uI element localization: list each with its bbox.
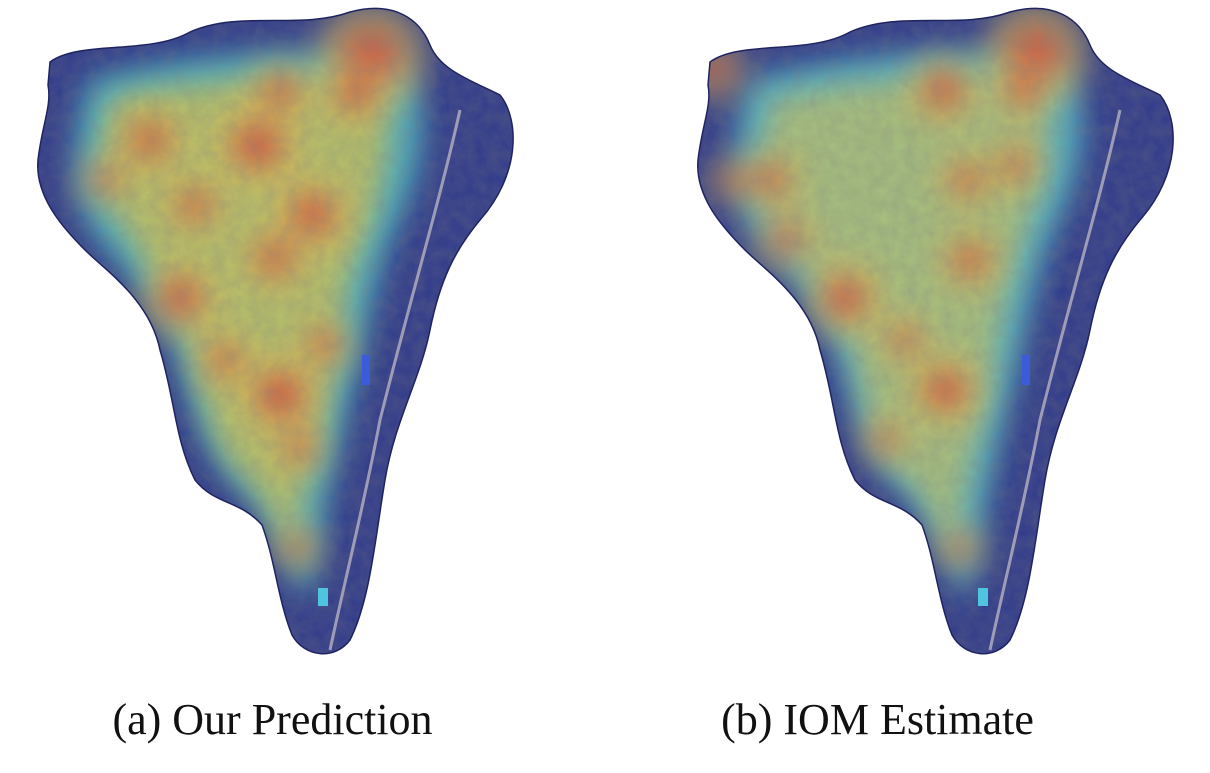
road-line [328, 109, 462, 651]
texture-overlay [697, 8, 1174, 654]
caption-our-prediction: (a) Our Prediction [112, 695, 433, 744]
map-boundary [37, 7, 514, 655]
map-boundary [697, 7, 1174, 655]
heatmap-map-our-prediction [37, 7, 514, 655]
heatmap-map-iom-estimate [697, 7, 1174, 655]
blue-pool [978, 588, 988, 606]
blue-roof [1022, 355, 1030, 385]
panel-our-prediction: (a) Our Prediction [37, 7, 514, 744]
road-line [988, 109, 1122, 651]
panel-iom-estimate: (b) IOM Estimate [605, 0, 1210, 773]
blue-pool [318, 588, 328, 606]
blue-roof [362, 355, 370, 385]
texture-overlay [37, 8, 514, 654]
caption-iom-estimate: (b) IOM Estimate [721, 695, 1034, 744]
